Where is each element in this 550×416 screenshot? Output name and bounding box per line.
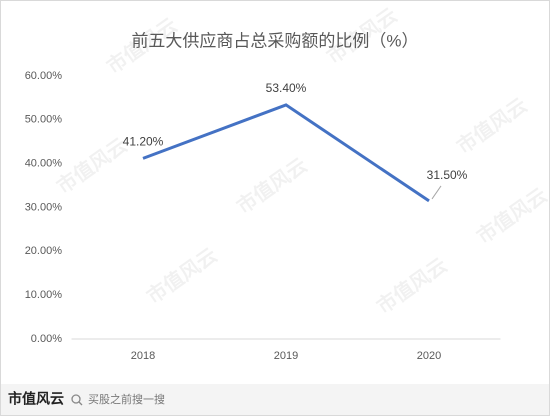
footer-logo: 市值风云 bbox=[8, 391, 64, 407]
data-label: 31.50% bbox=[427, 168, 468, 182]
x-tick-label: 2019 bbox=[274, 350, 298, 362]
y-tick-label: 30.00% bbox=[25, 201, 63, 213]
y-tick-label: 10.00% bbox=[25, 289, 63, 301]
x-tick-label: 2020 bbox=[417, 350, 441, 362]
data-label: 41.20% bbox=[123, 135, 164, 149]
label-leader bbox=[431, 185, 442, 200]
x-tick-label: 2018 bbox=[131, 350, 155, 362]
search-icon-handle bbox=[78, 401, 83, 406]
search-icon bbox=[71, 394, 81, 404]
line bbox=[142, 103, 430, 203]
y-tick-label: 50.00% bbox=[25, 114, 63, 126]
footer-search[interactable]: 买股之前搜一搜 bbox=[88, 392, 165, 406]
y-tick-label: 0.00% bbox=[31, 333, 62, 345]
data-label: 53.40% bbox=[266, 81, 307, 95]
footer-bar bbox=[1, 384, 549, 415]
chart-title: 前五大供应商占总采购额的比例（%） bbox=[131, 31, 418, 50]
y-tick-label: 20.00% bbox=[25, 245, 63, 257]
y-tick-label: 40.00% bbox=[25, 158, 63, 170]
y-tick-label: 60.00% bbox=[25, 70, 63, 82]
